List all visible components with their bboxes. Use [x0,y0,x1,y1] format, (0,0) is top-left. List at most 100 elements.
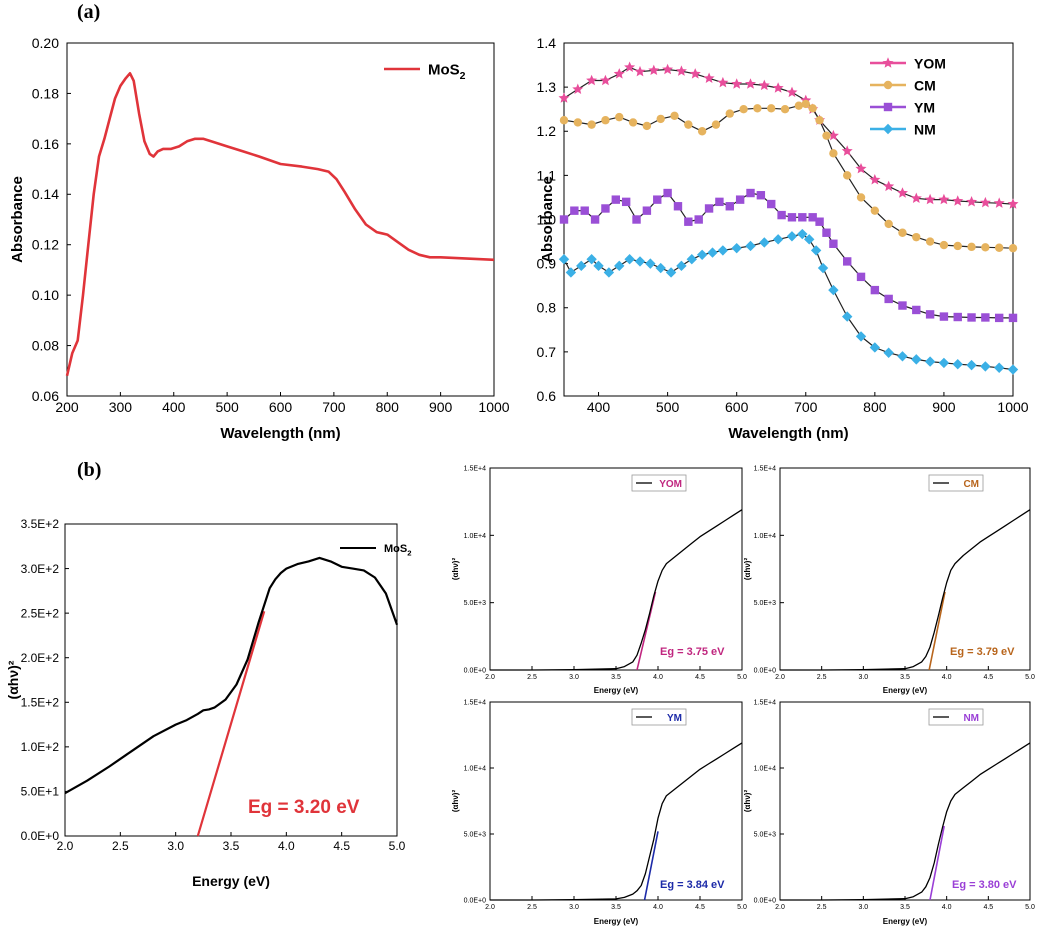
data-point-cm [684,120,693,129]
y-tick-label: 1.0 [537,211,557,227]
data-point-yom [599,74,611,86]
data-point-yom [869,174,881,185]
fit-line [196,611,266,837]
data-point-ym [924,356,936,367]
y-axis-label: (αhν)² [451,790,460,813]
data-point-ym [810,245,822,256]
x-axis-label: Energy (eV) [883,686,928,695]
data-point-ym [586,254,597,265]
plot-frame [64,523,398,837]
x-axis-label: Energy (eV) [192,873,270,889]
x-tick-label: 3.0 [569,904,579,911]
y-tick-label: 0.0E+0 [754,667,776,674]
data-point-nm [843,257,852,266]
x-tick-label: 5.0 [1025,904,1035,911]
y-tick-label: 1.3 [537,79,557,95]
data-point-nm [663,188,672,198]
x-tick-label: 3.5 [611,674,621,681]
x-tick-label: 400 [587,399,611,415]
data-point-cm [642,121,652,131]
data-point-ym [624,254,635,265]
data-point-ym [883,347,894,358]
data-point-ym [786,231,798,242]
y-tick-label: 5.0E+1 [21,785,60,799]
data-point-cm [994,243,1004,252]
series-line-ym [490,742,743,901]
data-point-cm [898,228,907,237]
data-point-yom [758,79,770,91]
x-tick-label: 700 [794,399,818,415]
data-point-yom [924,193,936,205]
data-point-nm [953,312,962,322]
y-tick-label: 1.2 [537,123,557,139]
legend-marker [882,123,894,135]
y-tick-label: 0.0E+0 [464,667,486,674]
data-point-nm [580,206,589,215]
data-point-cm [939,240,949,250]
x-tick-label: 4.0 [653,674,663,681]
data-point-yom [745,78,756,89]
y-tick-label: 0.0E+0 [21,829,60,843]
data-point-ym [565,267,577,278]
series-line-yom [490,509,743,671]
y-tick-label: 1.0E+4 [464,533,486,540]
y-axis-label: (αhν)² [743,558,752,581]
data-point-nm [994,313,1004,323]
y-tick-label: 0.18 [32,85,59,101]
series-line-ym [563,233,1014,371]
x-tick-label: 700 [322,399,346,415]
data-point-nm [822,228,831,237]
data-point-yom [586,74,598,86]
series-line-nm [780,742,1031,901]
data-point-nm [1008,313,1018,323]
data-point-yom [731,78,743,89]
chart-abs_composites: 400 500 600 700 800 900 1000 0.6 0.7 0.8 0.9 1.0 1.1… [537,35,1029,442]
data-point-cm [967,242,976,252]
bandgap-annotation: Eg = 3.20 eV [248,797,360,818]
chart-tauc_cm: 2.0 2.5 3.0 3.5 4.0 4.5 5.0 0.0E+0 5.0E+3 1.0E+4 1… [743,465,1035,695]
x-tick-label: 300 [109,399,133,415]
data-point-cm [981,243,990,252]
data-point-yom [883,180,895,192]
data-point-cm [829,149,838,158]
x-tick-label: 200 [55,399,79,415]
legend-label: YOM [659,479,682,490]
data-point-ym [665,267,677,278]
data-point-nm [621,197,631,207]
y-tick-label: 1.0E+4 [464,765,486,772]
bandgap-annotation: Eg = 3.75 eV [660,646,725,658]
y-axis-label: Absorbance [9,176,26,263]
data-point-cm [615,112,624,122]
data-point-yom [634,65,646,77]
data-point-cm [912,232,921,242]
panel-label-b: (b) [77,459,101,481]
data-point-cm [870,206,880,215]
data-point-ym [614,260,625,272]
data-point-yom [786,86,798,98]
x-tick-label: 2.0 [57,839,74,853]
data-point-yom [979,196,991,208]
x-tick-label: 500 [215,399,239,415]
data-point-ym [558,254,570,265]
x-tick-label: 4.5 [695,904,705,911]
data-point-yom [897,187,908,198]
x-tick-label: 500 [656,399,680,415]
data-point-yom [558,92,570,103]
data-point-yom [572,83,584,94]
data-point-cm [843,171,852,180]
data-point-nm [898,301,907,310]
plot-frame [489,701,743,901]
data-point-yom [662,63,674,75]
y-tick-label: 1.4 [537,35,557,51]
data-point-cm [884,219,893,229]
fit-line [643,831,659,901]
data-point-cm [628,118,638,127]
data-point-ym [731,242,742,254]
data-point-nm [725,202,734,211]
legend-box [631,708,687,726]
data-point-ym [993,362,1005,373]
x-axis-label: Energy (eV) [594,917,639,926]
data-point-cm [815,116,824,125]
data-point-yom [938,193,950,205]
